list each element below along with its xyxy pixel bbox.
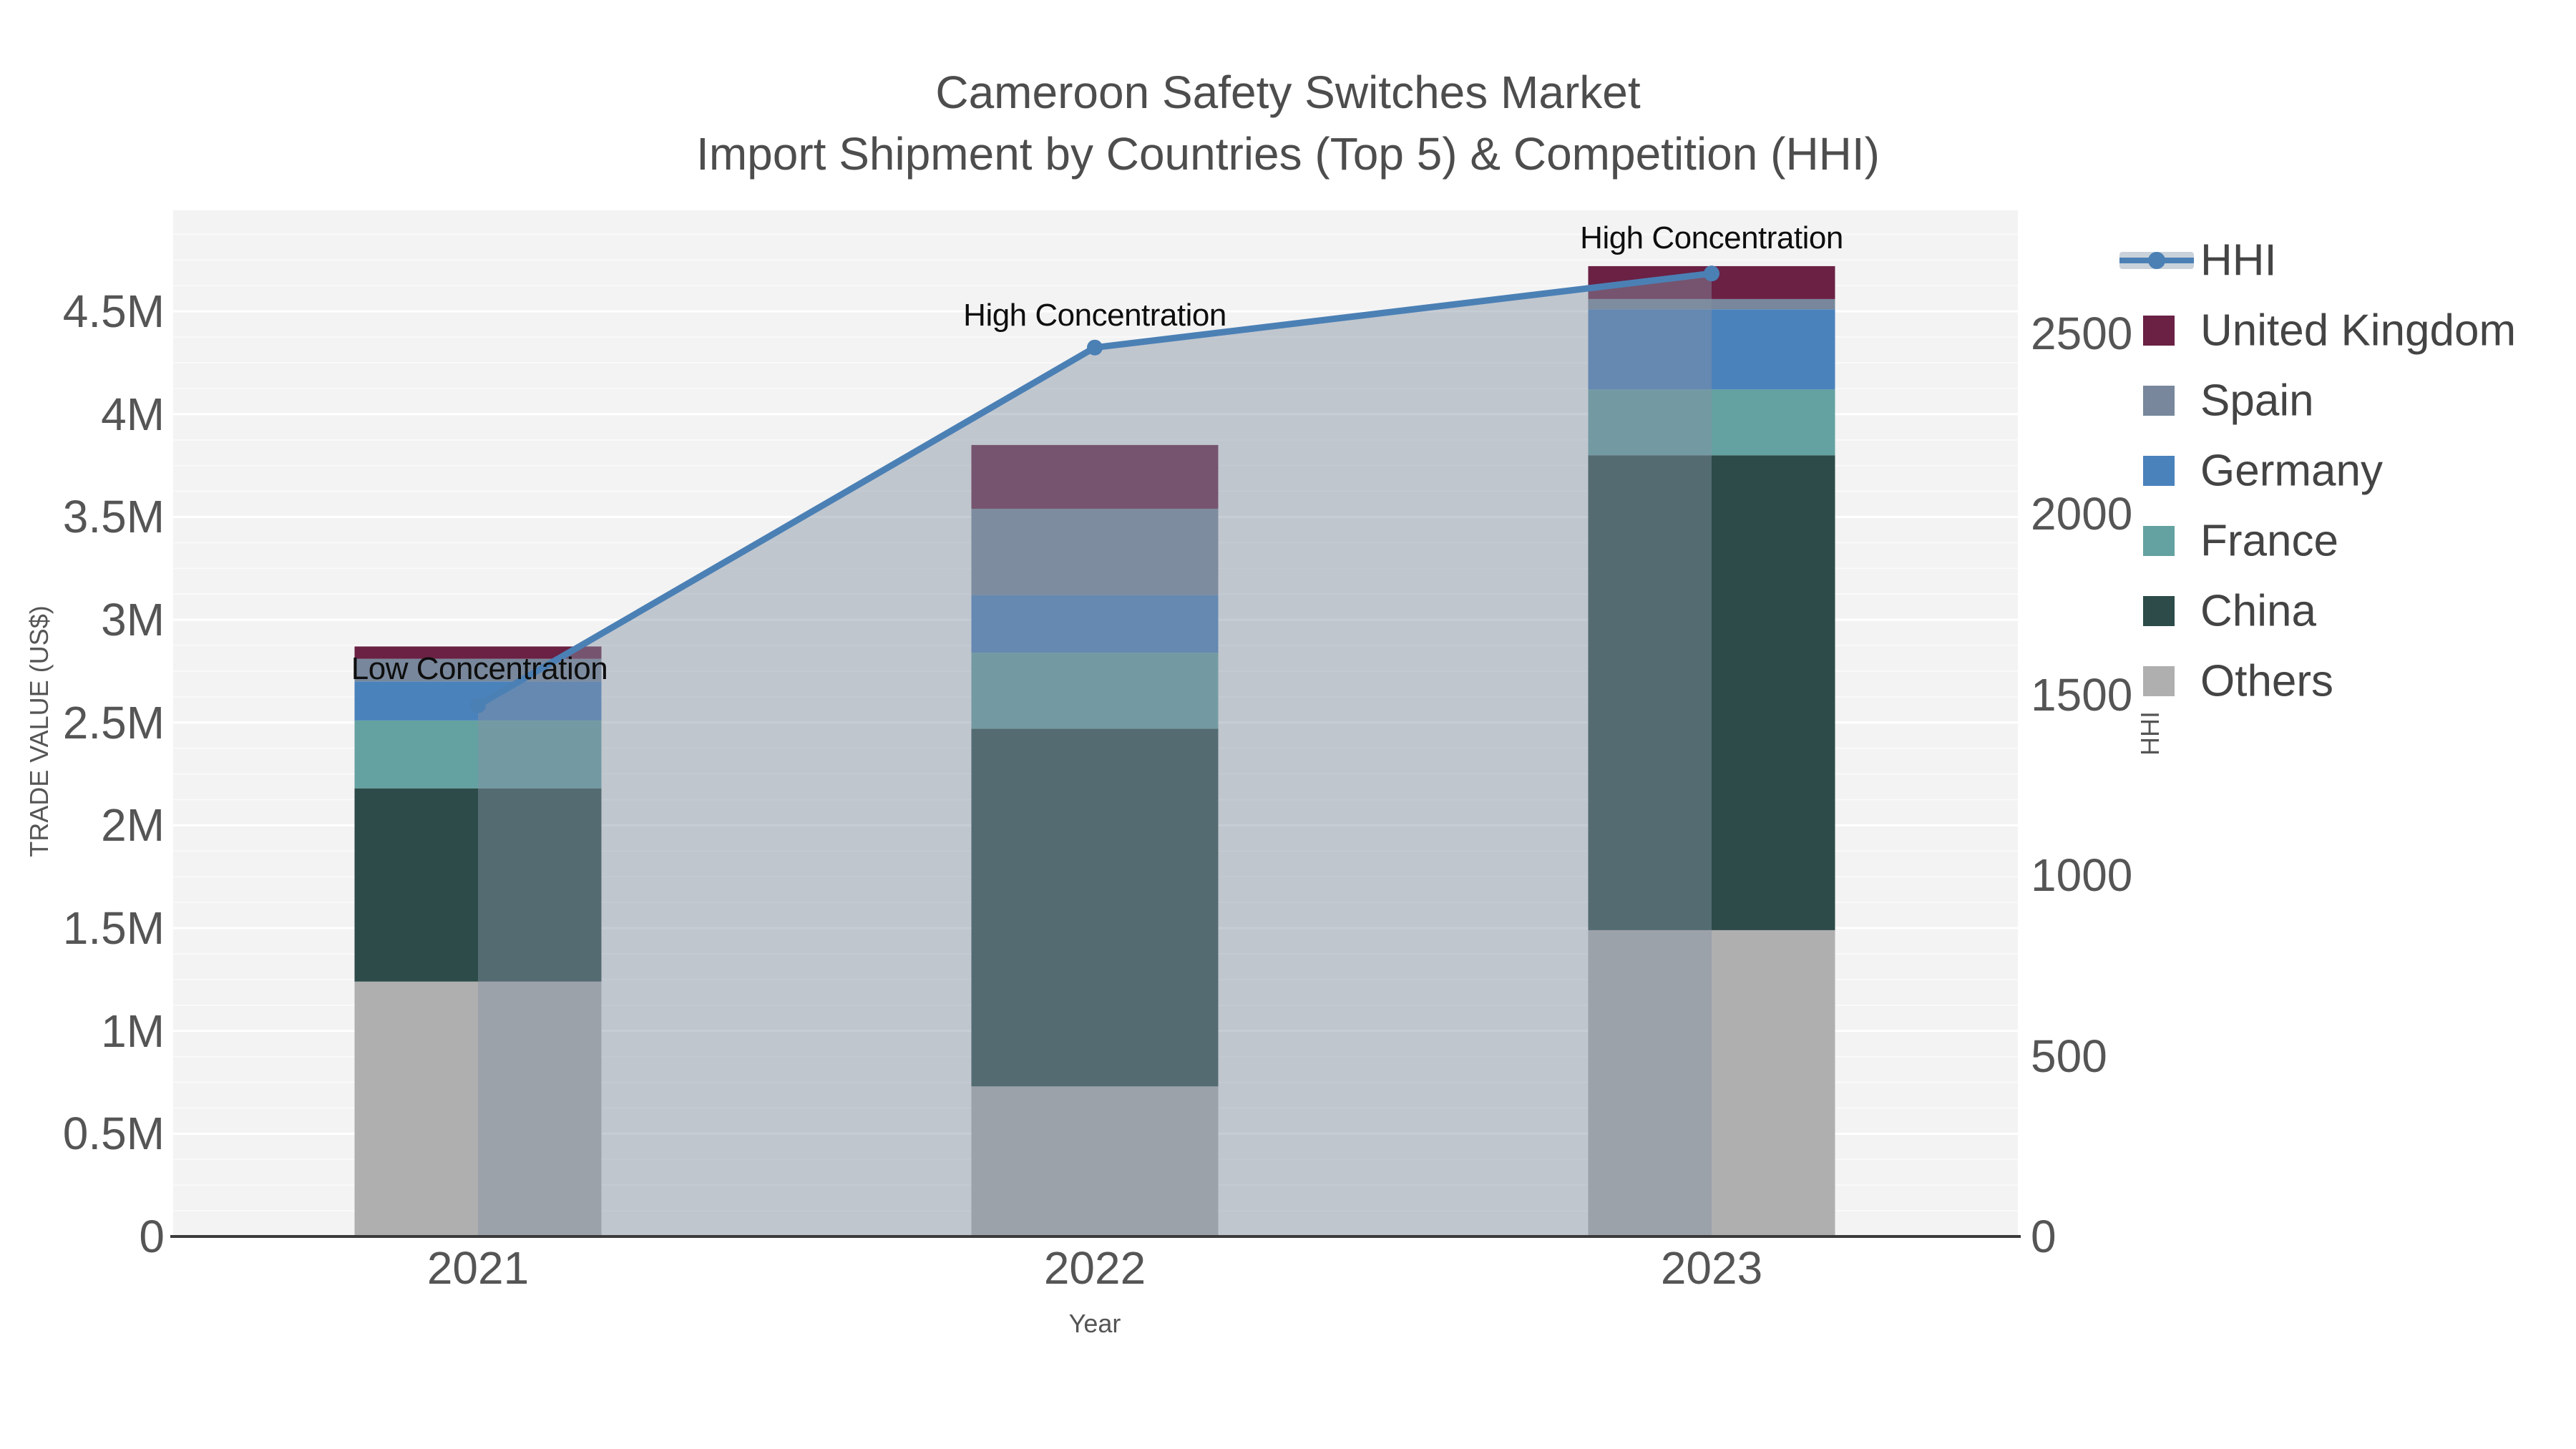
annotation-high-concentration-2022: High Concentration	[963, 298, 1226, 333]
y-left-tick-0.5M: 0.5M	[62, 1108, 165, 1160]
bar-segment-2023-france[interactable]	[1588, 389, 1835, 456]
bar-segment-2022-spain[interactable]	[971, 508, 1219, 595]
y-axis-title-right: HHI	[2135, 711, 2165, 756]
bar-segment-2021-others[interactable]	[354, 981, 602, 1236]
bar-segment-2021-spain[interactable]	[354, 658, 602, 682]
x-tick-2021: 2021	[426, 1242, 530, 1294]
y-right-tick-500: 500	[2031, 1030, 2107, 1082]
legend-swatch-spain	[2143, 386, 2175, 416]
bar-segment-2021-france[interactable]	[354, 720, 602, 789]
legend-label: Others	[2200, 656, 2334, 706]
chart-title-line1: Cameroon Safety Switches Market	[935, 67, 1641, 118]
y-left-tick-2.5M: 2.5M	[62, 696, 165, 748]
x-axis-title: Year	[1068, 1309, 1121, 1338]
legend-label: United Kingdom	[2200, 306, 2517, 356]
y-left-tick-1M: 1M	[101, 1005, 165, 1057]
bar-segment-2021-china[interactable]	[354, 788, 602, 982]
bar-segment-2022-united-kingdom[interactable]	[971, 444, 1219, 509]
bar-segment-2021-united-kingdom[interactable]	[354, 646, 602, 659]
legend-swatch-others	[2143, 666, 2175, 696]
bar-segment-2023-germany[interactable]	[1588, 309, 1835, 390]
bar-segment-2023-spain[interactable]	[1588, 298, 1835, 310]
bar-segment-2022-china[interactable]	[971, 728, 1219, 1087]
legend-hhi-line-sample	[2119, 252, 2194, 269]
hhi-marker-2021[interactable]	[470, 697, 486, 713]
y-left-tick-1.5M: 1.5M	[62, 902, 165, 955]
hhi-marker-2022[interactable]	[1087, 339, 1103, 356]
y-right-tick-2500: 2500	[2031, 307, 2133, 359]
y-left-tick-0: 0	[139, 1211, 165, 1262]
legend-swatch-china	[2143, 596, 2175, 626]
bar-segment-2022-germany[interactable]	[971, 595, 1219, 653]
y-left-tick-3M: 3M	[101, 594, 165, 646]
legend-label: France	[2200, 516, 2338, 566]
legend-swatch-germany	[2143, 456, 2175, 486]
x-tick-2022: 2022	[1043, 1242, 1146, 1294]
legend-label: Germany	[2200, 446, 2383, 496]
y-axis-title-left: TRADE VALUE (US$)	[24, 605, 54, 857]
y-left-tick-2M: 2M	[101, 799, 165, 852]
bar-segment-2022-france[interactable]	[971, 653, 1219, 729]
hhi-area-fill	[478, 273, 1712, 1236]
y-left-tick-4M: 4M	[101, 388, 165, 440]
y-right-tick-2000: 2000	[2031, 488, 2133, 540]
legend-label: Spain	[2200, 376, 2314, 426]
legend-label: China	[2200, 586, 2316, 636]
legend-swatch-united-kingdom	[2143, 316, 2175, 346]
y-left-tick-4.5M: 4.5M	[62, 286, 165, 338]
legend-label: HHI	[2200, 235, 2277, 286]
y-left-tick-3.5M: 3.5M	[62, 491, 165, 543]
annotation-high-concentration-2023: High Concentration	[1580, 220, 1843, 255]
legend-swatch-france	[2143, 526, 2175, 556]
bar-segment-2022-others[interactable]	[971, 1086, 1219, 1236]
bar-segment-2023-others[interactable]	[1588, 930, 1835, 1236]
y-right-tick-1000: 1000	[2031, 849, 2133, 901]
bar-segment-2023-china[interactable]	[1588, 455, 1835, 930]
y-right-tick-1500: 1500	[2031, 668, 2133, 721]
annotation-low-concentration-2021: Low Concentration	[351, 651, 608, 686]
x-tick-2023: 2023	[1660, 1242, 1763, 1294]
y-right-tick-0: 0	[2031, 1211, 2057, 1262]
hhi-marker-2023[interactable]	[1704, 265, 1719, 282]
chart-title-line2: Import Shipment by Countries (Top 5) & C…	[696, 128, 1880, 180]
